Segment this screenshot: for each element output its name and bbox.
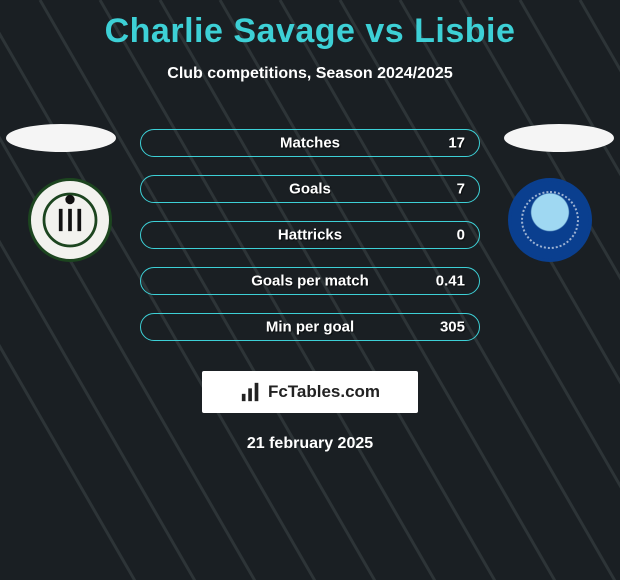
player-photo-right — [504, 124, 614, 152]
stat-label: Goals per match — [251, 273, 369, 290]
stat-value: 0.41 — [436, 273, 465, 290]
stat-value: 17 — [448, 135, 465, 152]
stat-label: Hattricks — [278, 227, 342, 244]
branding-badge: FcTables.com — [202, 371, 418, 413]
stat-row: Goals 7 — [140, 175, 480, 203]
stat-row: Min per goal 305 — [140, 313, 480, 341]
page-title: Charlie Savage vs Lisbie — [0, 0, 620, 51]
stat-value: 305 — [440, 319, 465, 336]
stat-row: Goals per match 0.41 — [140, 267, 480, 295]
stat-label: Matches — [280, 135, 340, 152]
stat-row: Hattricks 0 — [140, 221, 480, 249]
branding-text: FcTables.com — [268, 382, 380, 402]
stat-value: 7 — [457, 181, 465, 198]
date-text: 21 february 2025 — [0, 435, 620, 453]
club-badge-right — [508, 178, 592, 262]
club-badge-left — [28, 178, 112, 262]
stat-label: Min per goal — [266, 319, 354, 336]
stat-row: Matches 17 — [140, 129, 480, 157]
stat-label: Goals — [289, 181, 331, 198]
bar-chart-icon — [240, 381, 262, 403]
player-photo-left — [6, 124, 116, 152]
subtitle: Club competitions, Season 2024/2025 — [0, 65, 620, 83]
stat-value: 0 — [457, 227, 465, 244]
